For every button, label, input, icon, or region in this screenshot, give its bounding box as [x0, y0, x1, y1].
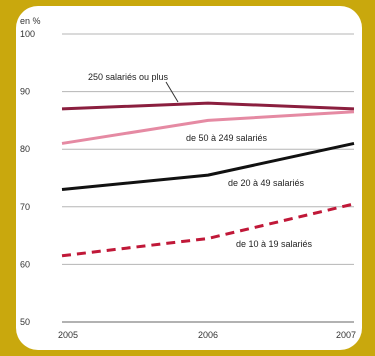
series-line-4 [61, 202, 355, 258]
y-tick-label-80: 80 [20, 144, 30, 154]
series-label-3: de 20 à 49 salariés [228, 178, 305, 188]
series-label-pointer [165, 81, 179, 103]
series-line-1 [61, 101, 355, 111]
y-tick-label-70: 70 [20, 202, 30, 212]
chart-card: en % 50 60 70 80 90 100 2005 2006 2007 250 salari… [16, 6, 362, 350]
y-tick-label-90: 90 [20, 87, 30, 97]
y-tick-label-60: 60 [20, 259, 30, 269]
series-label-4: de 10 à 19 salariés [236, 239, 313, 249]
x-tick-label-2005: 2005 [58, 330, 78, 340]
series-label-2: de 50 à 249 salariés [186, 133, 268, 143]
line-chart: en % 50 60 70 80 90 100 2005 2006 2007 250 salari… [20, 16, 356, 340]
series-label-1: 250 salariés ou plus [88, 72, 169, 82]
series-line-2 [61, 110, 355, 145]
x-tick-label-2006: 2006 [198, 330, 218, 340]
y-tick-label-100: 100 [20, 29, 35, 39]
y-axis-unit-label: en % [20, 16, 41, 26]
y-tick-label-50: 50 [20, 317, 30, 327]
x-tick-label-2007: 2007 [336, 330, 356, 340]
series-line-3 [61, 141, 355, 192]
